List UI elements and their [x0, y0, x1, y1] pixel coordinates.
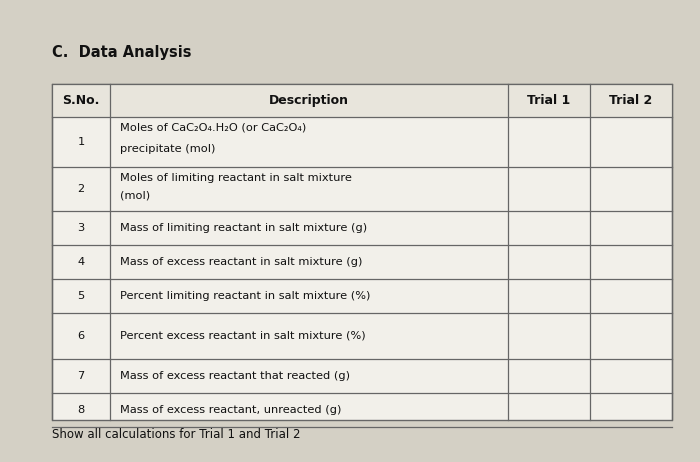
Text: Moles of limiting reactant in salt mixture: Moles of limiting reactant in salt mixtu… [120, 172, 352, 182]
Text: Mass of excess reactant that reacted (g): Mass of excess reactant that reacted (g) [120, 371, 350, 381]
Text: precipitate (mol): precipitate (mol) [120, 144, 216, 153]
Text: Trial 1: Trial 1 [527, 94, 570, 107]
Text: 2: 2 [78, 184, 85, 194]
Text: C.  Data Analysis: C. Data Analysis [52, 44, 192, 60]
Text: 6: 6 [78, 331, 85, 341]
Text: Percent excess reactant in salt mixture (%): Percent excess reactant in salt mixture … [120, 331, 365, 341]
Text: 4: 4 [78, 257, 85, 267]
Text: Mass of excess reactant, unreacted (g): Mass of excess reactant, unreacted (g) [120, 405, 342, 415]
Text: Show all calculations for Trial 1 and Trial 2: Show all calculations for Trial 1 and Tr… [52, 427, 300, 440]
Text: 8: 8 [78, 405, 85, 415]
Text: Trial 2: Trial 2 [610, 94, 652, 107]
Text: Percent limiting reactant in salt mixture (%): Percent limiting reactant in salt mixtur… [120, 291, 370, 301]
Text: 5: 5 [78, 291, 85, 301]
Text: 3: 3 [78, 223, 85, 233]
Text: 7: 7 [78, 371, 85, 381]
Text: (mol): (mol) [120, 191, 150, 201]
Text: Mass of excess reactant in salt mixture (g): Mass of excess reactant in salt mixture … [120, 257, 363, 267]
Bar [52, 84, 672, 117]
Text: Moles of CaC₂O₄.H₂O (or CaC₂O₄): Moles of CaC₂O₄.H₂O (or CaC₂O₄) [120, 122, 307, 133]
Text: S.No.: S.No. [62, 94, 99, 107]
Text: Mass of limiting reactant in salt mixture (g): Mass of limiting reactant in salt mixtur… [120, 223, 367, 233]
Text: Description: Description [269, 94, 349, 107]
Text: 1: 1 [78, 137, 85, 147]
